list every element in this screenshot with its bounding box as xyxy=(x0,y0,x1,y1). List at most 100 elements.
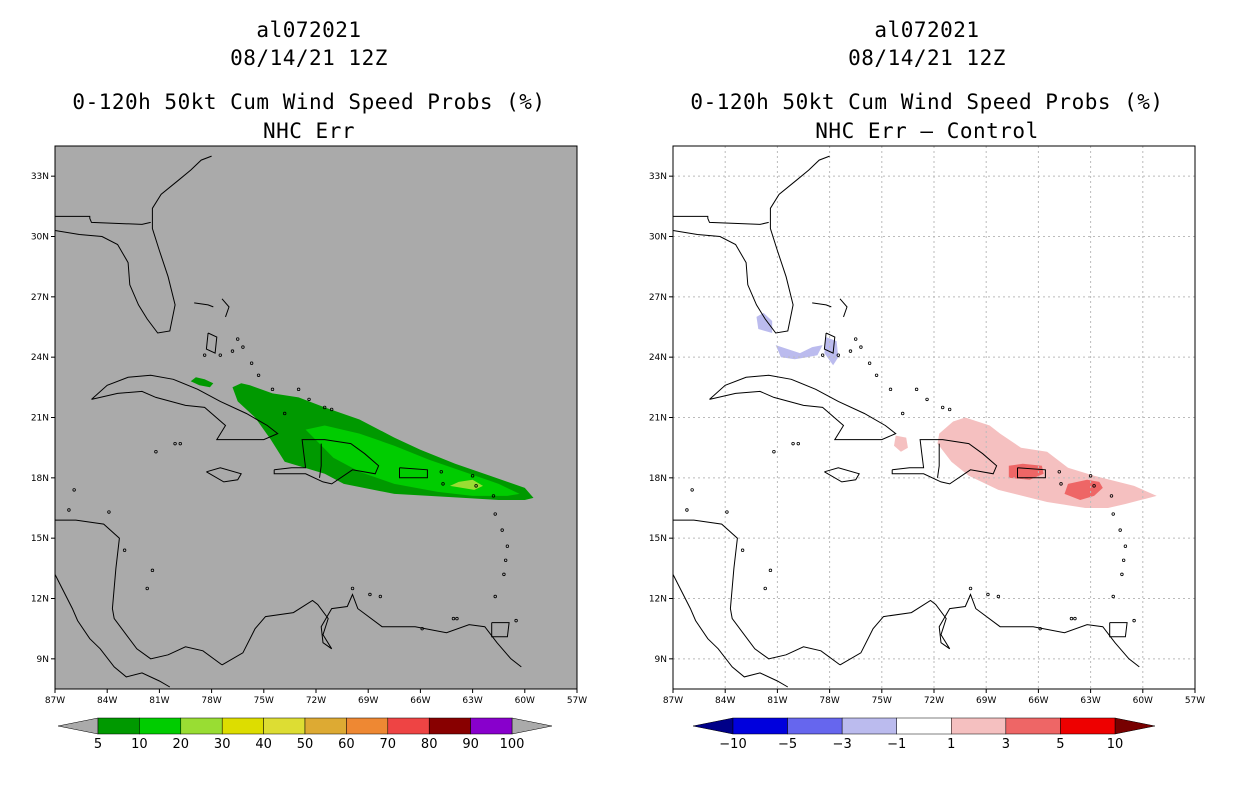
left-map: 87W 84W 81W 78W 75W 72W 69W 66W 63W 60W 57W 33N 30N 2… xyxy=(31,145,587,752)
coastline-cuba xyxy=(709,374,897,441)
island xyxy=(307,397,311,402)
y-tick-label: 12N xyxy=(31,595,49,605)
island xyxy=(986,592,990,597)
colorbar-label: 40 xyxy=(255,737,272,752)
colorbar-label: 60 xyxy=(338,737,355,752)
island xyxy=(173,441,177,446)
island xyxy=(502,572,506,577)
colorbar-swatch xyxy=(346,717,389,735)
x-tick-label: 78W xyxy=(819,696,839,706)
island xyxy=(1118,528,1122,532)
island xyxy=(505,544,510,548)
y-tick-label: 9N xyxy=(655,655,667,665)
right-plot-area xyxy=(673,146,1195,689)
coastline-central-america-a xyxy=(55,407,223,666)
island xyxy=(874,373,879,377)
coastline-andros xyxy=(205,332,218,354)
x-tick-label: 84W xyxy=(97,696,117,706)
coastline-grand-bahama xyxy=(194,302,214,308)
island xyxy=(1121,558,1126,562)
colorbar-swatch xyxy=(732,717,788,735)
x-tick-label: 81W xyxy=(149,696,169,706)
island xyxy=(1069,616,1074,621)
y-tick-label: 21N xyxy=(649,414,667,424)
colorbar-label: 3 xyxy=(1002,737,1010,752)
coastline-south-america xyxy=(221,593,522,668)
coastline-central-america-b xyxy=(55,574,171,688)
island xyxy=(685,508,689,512)
right-colorbar: −10 −5 −3 −1 1 3 5 10 xyxy=(692,717,1156,752)
x-tick-label: 75W xyxy=(872,696,892,706)
island xyxy=(1057,470,1061,474)
island xyxy=(218,353,222,357)
island xyxy=(848,349,853,353)
colorbar-label: 90 xyxy=(462,737,479,752)
colorbar-swatch xyxy=(97,717,140,735)
colorbar-swatch xyxy=(387,717,430,735)
colorbar-label: 80 xyxy=(421,737,438,752)
island xyxy=(107,510,111,514)
island xyxy=(493,512,497,516)
island xyxy=(329,407,334,412)
coastline-us-gulf-atlantic-coast xyxy=(55,155,212,334)
island xyxy=(500,528,504,532)
colorbar-swatch xyxy=(1005,717,1061,735)
colorbar-swatch xyxy=(470,717,513,735)
island xyxy=(867,361,872,365)
prob-20-30 xyxy=(450,479,483,490)
x-tick-label: 60W xyxy=(515,696,535,706)
island xyxy=(1092,484,1096,488)
diff-1-3-main xyxy=(937,417,1157,508)
island xyxy=(836,353,840,357)
colorbar-swatch xyxy=(841,717,897,735)
island xyxy=(914,387,919,392)
colorbar-label: 1 xyxy=(947,737,955,752)
island xyxy=(740,548,745,552)
island xyxy=(493,594,497,599)
diff-1-3-west xyxy=(894,435,908,452)
colorbar-label: 50 xyxy=(297,737,314,752)
coastline-us-state-border xyxy=(673,215,769,225)
island xyxy=(1132,618,1136,623)
island xyxy=(941,405,945,410)
diff-neg-1-3-bahamas xyxy=(824,337,839,366)
island xyxy=(282,411,287,416)
x-tick-label: 72W xyxy=(924,696,944,706)
island xyxy=(1059,482,1063,486)
island xyxy=(67,508,71,512)
island xyxy=(378,594,383,599)
colorbar-over-triangle xyxy=(511,717,553,735)
island xyxy=(996,594,1001,599)
colorbar-label: 100 xyxy=(500,737,525,752)
island xyxy=(470,474,475,478)
y-tick-label: 9N xyxy=(37,655,49,665)
island xyxy=(1088,474,1093,478)
colorbar-label: 5 xyxy=(94,737,102,752)
island xyxy=(368,592,372,597)
x-tick-label: 60W xyxy=(1133,696,1153,706)
coastline-south-america xyxy=(839,593,1140,668)
island xyxy=(1123,544,1128,548)
island xyxy=(947,407,952,412)
left-colorbar: 5 10 20 30 40 50 60 70 80 90 100 xyxy=(57,717,553,752)
x-tick-label: 57W xyxy=(1185,696,1205,706)
y-tick-label: 21N xyxy=(31,414,49,424)
coastline-central-america-a xyxy=(673,407,841,666)
colorbar-swatch xyxy=(428,717,471,735)
colorbar-label: 70 xyxy=(380,737,397,752)
island xyxy=(763,586,767,591)
island xyxy=(1111,594,1115,599)
prob-10-20 xyxy=(305,425,520,496)
coastline-andros xyxy=(823,332,836,354)
colorbar-label: −3 xyxy=(833,737,852,752)
colorbar-under-triangle xyxy=(692,717,734,735)
island xyxy=(270,387,275,392)
colorbar-label: −5 xyxy=(778,737,797,752)
x-tick-label: 84W xyxy=(715,696,735,706)
colorbar-label: 20 xyxy=(173,737,190,752)
coastline-us-gulf-atlantic-coast xyxy=(673,155,830,334)
colorbar-swatch xyxy=(139,717,182,735)
y-tick-label: 30N xyxy=(31,233,49,243)
y-tick-label: 18N xyxy=(649,474,667,484)
island xyxy=(439,470,443,474)
